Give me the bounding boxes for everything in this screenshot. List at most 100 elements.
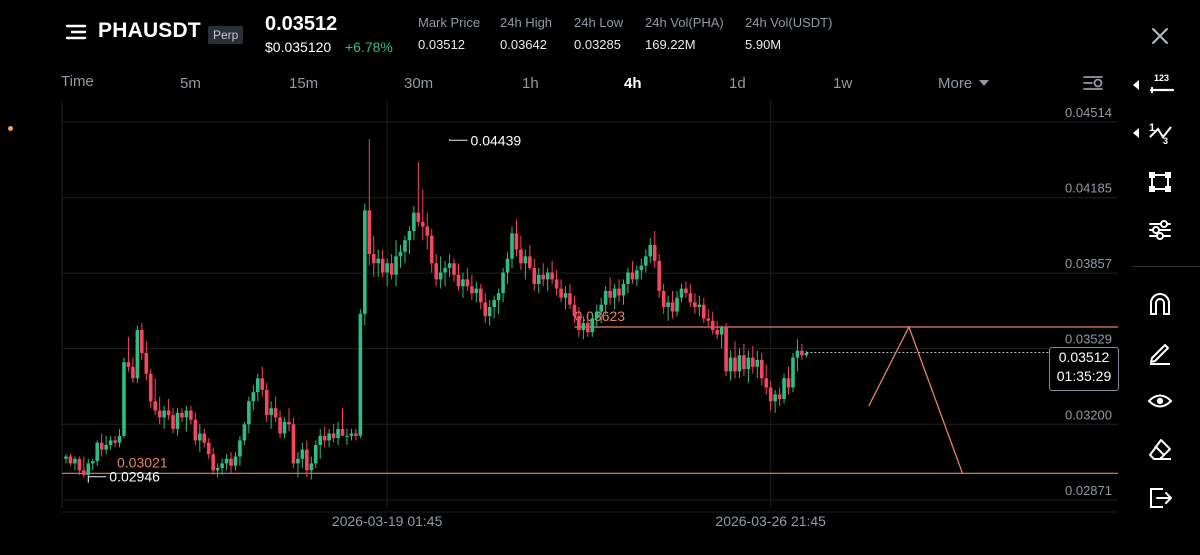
candle-body [300, 449, 305, 459]
candle-body [255, 378, 260, 393]
candle-body [688, 293, 693, 303]
candle-body [238, 440, 242, 457]
candle-body [795, 350, 800, 358]
candle-body [327, 433, 331, 441]
candle-body [800, 350, 804, 356]
y-tick-label: 0.04185 [1065, 181, 1112, 196]
candle-body [581, 323, 586, 330]
timeframe-1h[interactable]: 1h [522, 75, 539, 92]
candle-body [728, 357, 733, 372]
candle-body [358, 313, 363, 436]
candle-body [617, 288, 621, 296]
price-label-toggle-icon[interactable]: 123 [1148, 70, 1176, 98]
menu-icon[interactable] [64, 22, 88, 42]
candle-body [166, 410, 171, 416]
indicator-settings-icon[interactable] [1146, 216, 1174, 244]
candle-body [86, 463, 91, 475]
candles [64, 139, 1050, 482]
candle-body [429, 235, 434, 264]
rectangle-tool-icon[interactable] [1146, 168, 1174, 196]
candle-body [492, 300, 496, 307]
fibonacci-tool-icon[interactable]: 1 3 [1146, 119, 1174, 147]
x-tick-label: 2026-03-26 21:45 [715, 513, 826, 529]
candle-body [380, 258, 385, 273]
candle-body [247, 401, 251, 425]
candle-body [742, 355, 746, 370]
eye-icon[interactable] [1146, 387, 1174, 415]
candle-body [505, 258, 510, 273]
candle-body [514, 233, 519, 250]
svg-text:1: 1 [1149, 122, 1155, 134]
candle-body [220, 463, 224, 469]
candle-body [639, 265, 644, 271]
candle-body [541, 274, 546, 280]
magnet-icon[interactable] [1146, 290, 1174, 318]
candle-body [287, 422, 291, 425]
candle-body [528, 256, 532, 268]
timeframe-more[interactable]: More [938, 75, 973, 92]
candle-body [470, 286, 474, 294]
timeframe-1w[interactable]: 1w [833, 75, 853, 92]
candle-body [697, 304, 702, 307]
candle-body [786, 378, 791, 388]
timeframe-4h[interactable]: 4h [624, 75, 642, 92]
candlestick-chart[interactable]: 0.03021 0.03623 0.04514 0.04185 0.03857 0.03… [0, 98, 1130, 538]
mark-price-label: Mark Price [418, 15, 481, 30]
candle-body [385, 263, 389, 273]
candle-body [322, 435, 327, 441]
chart-settings-icon[interactable] [1081, 71, 1105, 95]
pencil-icon[interactable] [1146, 338, 1174, 366]
expand-arrow-icon[interactable] [1132, 80, 1140, 90]
candle-body [675, 297, 679, 312]
candle-body [456, 274, 461, 287]
expand-arrow-icon[interactable] [1132, 128, 1140, 138]
candle-body [229, 458, 233, 466]
candle-body [443, 267, 447, 273]
candle-body [264, 389, 269, 416]
x-tick-label: 2026-03-19 01:45 [332, 513, 443, 529]
x-axis-labels: 2026-03-19 01:45 2026-03-26 21:45 [332, 513, 826, 529]
candle-body [421, 221, 425, 227]
candle-body [305, 449, 309, 471]
candle-body [416, 212, 421, 222]
candle-body [403, 240, 407, 252]
candle-body [719, 327, 724, 335]
candle-body [568, 293, 572, 305]
low-24h-label: 24h Low [574, 15, 624, 30]
candle-body [733, 357, 737, 372]
y-tick-label: 0.04514 [1065, 105, 1112, 120]
candle-body [140, 329, 144, 353]
candle-body [162, 410, 166, 418]
eraser-icon[interactable] [1146, 435, 1174, 463]
candle-body [474, 288, 479, 294]
vol-base-value: 169.22M [645, 37, 696, 52]
candle-body [465, 279, 470, 287]
timeframe-1d[interactable]: 1d [729, 75, 746, 92]
close-icon[interactable] [1148, 24, 1172, 48]
candle-body [768, 387, 773, 402]
usd-price: $0.035120 [265, 39, 332, 55]
candle-body [90, 461, 95, 464]
exit-drawing-icon[interactable] [1146, 484, 1174, 512]
candle-body [273, 408, 278, 418]
candle-body [77, 458, 82, 471]
candle-body [376, 258, 380, 264]
candle-body [661, 290, 666, 307]
symbol-name[interactable]: PHAUSDT [98, 19, 201, 42]
candle-body [684, 288, 688, 294]
candle-body [496, 293, 501, 301]
candle-body [487, 306, 492, 317]
candle-body [759, 359, 764, 379]
candle-body [693, 302, 697, 307]
vol-quote-value: 5.90M [745, 37, 782, 52]
timeframe-15m[interactable]: 15m [289, 75, 319, 92]
candle-body [608, 290, 612, 298]
candle-body [95, 442, 100, 462]
chevron-down-icon[interactable] [979, 80, 989, 86]
timeframe-30m[interactable]: 30m [404, 75, 434, 92]
timeframe-5m[interactable]: 5m [180, 75, 201, 92]
candle-body [363, 210, 367, 314]
svg-text:123: 123 [1154, 73, 1169, 83]
candle-body [251, 392, 256, 402]
candle-body [260, 378, 265, 390]
